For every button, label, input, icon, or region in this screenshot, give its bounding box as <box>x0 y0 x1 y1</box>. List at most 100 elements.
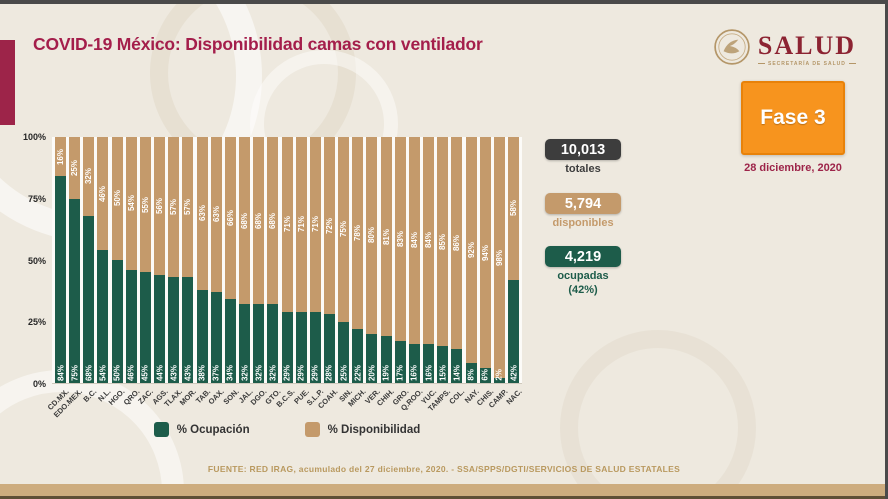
occupied-beds-label: ocupadas <box>557 270 609 282</box>
chart-legend: % Ocupación % Disponibilidad <box>52 422 522 437</box>
segment-disponibilidad: 46% <box>97 137 109 251</box>
total-beds-label: totales <box>565 163 601 175</box>
segment-ocupacion: 54% <box>97 250 109 383</box>
bar-hgo: 50% 50% HGO. <box>107 137 127 407</box>
segment-disponibilidad: 85% <box>437 137 449 347</box>
ocupacion-value-label: 8% <box>466 369 476 381</box>
disponibilidad-value-label: 94% <box>480 244 490 261</box>
disponibilidad-value-label: 63% <box>211 206 221 223</box>
occupied-beds-box: 4,219 <box>545 246 621 267</box>
bottom-band <box>0 484 888 499</box>
segment-ocupacion: 29% <box>295 311 307 383</box>
source-footer: FUENTE: RED IRAG, acumulado del 27 dicie… <box>207 464 681 474</box>
ocupacion-value-label: 43% <box>169 364 179 381</box>
ocupacion-value-label: 43% <box>183 364 193 381</box>
bar-slp: 71% 29% S.L.P. <box>305 137 325 407</box>
segment-ocupacion: 44% <box>154 274 166 383</box>
ocupacion-value-label: 29% <box>282 364 292 381</box>
ocupacion-value-label: 6% <box>480 369 490 381</box>
ocupacion-value-label: 14% <box>452 364 462 381</box>
disponibilidad-value-label: 57% <box>169 199 179 216</box>
ocupacion-value-label: 17% <box>395 364 405 381</box>
disponibilidad-value-label: 68% <box>254 212 264 229</box>
segment-disponibilidad: 68% <box>267 137 279 305</box>
disponibilidad-value-label: 85% <box>438 233 448 250</box>
segment-disponibilidad: 25% <box>69 137 81 199</box>
segment-ocupacion: 8% <box>465 363 477 383</box>
segment-disponibilidad: 71% <box>309 137 321 312</box>
occupied-beds-percent: (42%) <box>568 284 598 296</box>
bar-son: 66% 34% SON. <box>221 137 240 406</box>
bar-gro: 83% 17% GRO. <box>390 137 410 407</box>
disponibilidad-value-label: 25% <box>70 159 80 176</box>
disponibilidad-value-label: 84% <box>409 232 419 249</box>
bar-bc: 32% 68% B.C. <box>82 137 99 404</box>
segment-ocupacion: 15% <box>437 346 449 383</box>
ocupacion-value-label: 28% <box>324 364 334 381</box>
y-tick-label: 100% <box>22 132 46 142</box>
ocupacion-value-label: 68% <box>84 364 94 381</box>
disponibilidad-value-label: 16% <box>56 148 65 165</box>
bar-zac: 55% 45% ZAC. <box>137 137 155 406</box>
disponibilidad-value-label: 56% <box>155 197 165 214</box>
segment-disponibilidad: 78% <box>352 137 364 329</box>
ocupacion-value-label: 16% <box>409 364 419 381</box>
disponibilidad-value-label: 78% <box>353 224 363 241</box>
disponibilidad-value-label: 71% <box>282 216 292 233</box>
segment-ocupacion: 46% <box>125 269 137 383</box>
bar-coah: 72% 28% COAH. <box>316 137 339 410</box>
bar-col: 86% 14% COL. <box>448 137 467 406</box>
summary-panel: 10,013 totales 5,794 disponibles 4,219 o… <box>527 139 639 296</box>
segment-disponibilidad: 98% <box>493 137 505 379</box>
legend-item: % Disponibilidad <box>304 422 420 437</box>
y-axis: 100% 75% 50% 25% 0% <box>0 132 46 389</box>
disponibilidad-value-label: 92% <box>466 242 476 259</box>
ocupacion-value-label: 29% <box>310 364 320 381</box>
bar-bcs: 71% 29% B.C.S. <box>275 137 297 409</box>
segment-ocupacion: 29% <box>309 311 321 383</box>
ocupacion-value-label: 16% <box>424 364 434 381</box>
segment-ocupacion: 19% <box>380 336 392 383</box>
segment-ocupacion: 17% <box>394 341 406 383</box>
disponibilidad-value-label: 98% <box>494 249 504 266</box>
ocupacion-value-label: 20% <box>367 364 377 381</box>
segment-ocupacion: 16% <box>408 343 420 383</box>
ocupacion-value-label: 84% <box>56 364 65 381</box>
segment-disponibilidad: 72% <box>323 137 335 315</box>
total-beds-box: 10,013 <box>545 139 621 160</box>
segment-disponibilidad: 71% <box>281 137 293 312</box>
bar-yuc: 84% 16% YUC. <box>419 137 438 406</box>
ocupacion-value-label: 54% <box>98 364 108 381</box>
segment-disponibilidad: 86% <box>451 137 463 349</box>
segment-ocupacion: 68% <box>83 215 95 383</box>
bar-pue: 71% 29% PUE. <box>292 137 311 406</box>
segment-disponibilidad: 75% <box>338 137 350 322</box>
bar-chis: 94% 6% CHIS. <box>475 137 495 408</box>
ocupacion-value-label: 25% <box>339 364 349 381</box>
segment-disponibilidad: 57% <box>182 137 194 278</box>
disponibilidad-value-label: 75% <box>339 221 349 238</box>
disponibilidad-value-label: 68% <box>240 212 250 229</box>
segment-ocupacion: 16% <box>423 343 435 383</box>
segment-disponibilidad: 56% <box>154 137 166 275</box>
legend-item: % Ocupación <box>153 422 250 437</box>
segment-ocupacion: 29% <box>281 311 293 383</box>
segment-disponibilidad: 94% <box>479 137 491 369</box>
available-beds-label: disponibles <box>552 217 614 229</box>
segment-ocupacion: 38% <box>196 289 208 383</box>
segment-disponibilidad: 32% <box>83 137 95 216</box>
segment-ocupacion: 32% <box>239 304 251 383</box>
bar-mich: 78% 22% MICH. <box>346 137 368 408</box>
disponibilidad-value-label: 32% <box>84 168 94 185</box>
segment-ocupacion: 2% <box>493 369 505 383</box>
bar-edomex: 25% 75% EDO.MEX. <box>52 137 85 419</box>
phase-badge: Fase 3 <box>741 81 845 155</box>
legend-label: % Ocupación <box>176 423 250 436</box>
disponibilidad-value-label: 63% <box>197 205 207 222</box>
ocupacion-value-label: 42% <box>509 364 518 381</box>
logo-subtitle: SECRETARÍA DE SALUD <box>758 61 856 67</box>
segment-disponibilidad: 58% <box>508 137 519 280</box>
disponibilidad-value-label: 50% <box>112 190 122 207</box>
bar-nay: 92% 8% NAY. <box>463 137 481 405</box>
segment-disponibilidad: 80% <box>366 137 378 334</box>
